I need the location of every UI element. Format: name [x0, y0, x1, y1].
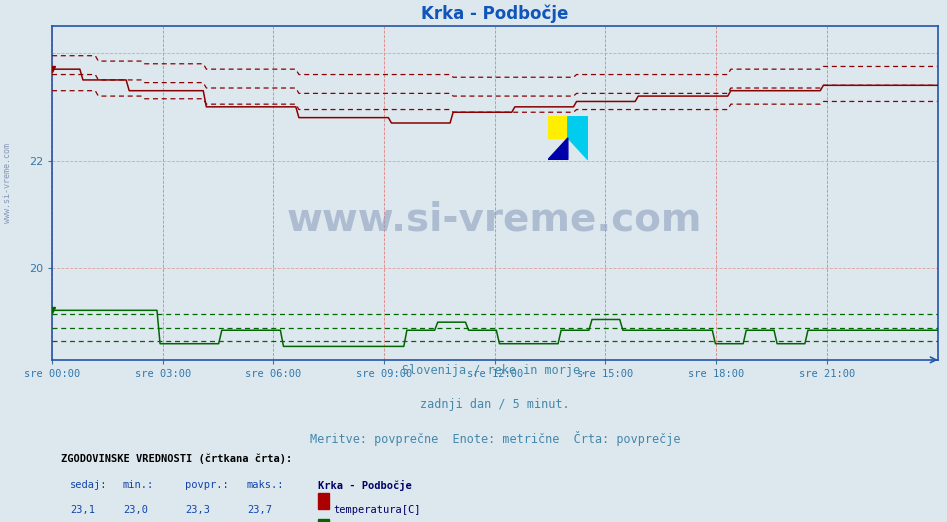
Text: www.si-vreme.com: www.si-vreme.com	[3, 143, 12, 223]
Bar	[318, 493, 330, 508]
Bar	[318, 519, 330, 522]
Text: povpr.:: povpr.:	[185, 480, 228, 490]
Text: min.:: min.:	[123, 480, 154, 490]
Text: 23,7: 23,7	[247, 505, 272, 516]
Text: temperatura[C]: temperatura[C]	[333, 505, 421, 516]
Text: zadnji dan / 5 minut.: zadnji dan / 5 minut.	[420, 398, 569, 411]
Text: 23,0: 23,0	[123, 505, 148, 516]
Text: 23,1: 23,1	[70, 505, 95, 516]
Text: sedaj:: sedaj:	[70, 480, 107, 490]
Title: Krka - Podbočje: Krka - Podbočje	[421, 5, 568, 23]
Text: Krka - Podbočje: Krka - Podbočje	[318, 480, 411, 491]
Text: www.si-vreme.com: www.si-vreme.com	[287, 200, 703, 239]
Text: Slovenija / reke in morje.: Slovenija / reke in morje.	[402, 364, 587, 377]
Text: ZGODOVINSKE VREDNOSTI (črtkana črta):: ZGODOVINSKE VREDNOSTI (črtkana črta):	[61, 454, 293, 465]
Text: maks.:: maks.:	[247, 480, 284, 490]
Text: 23,3: 23,3	[185, 505, 210, 516]
Text: Meritve: povprečne  Enote: metrične  Črta: povprečje: Meritve: povprečne Enote: metrične Črta:…	[310, 431, 680, 446]
